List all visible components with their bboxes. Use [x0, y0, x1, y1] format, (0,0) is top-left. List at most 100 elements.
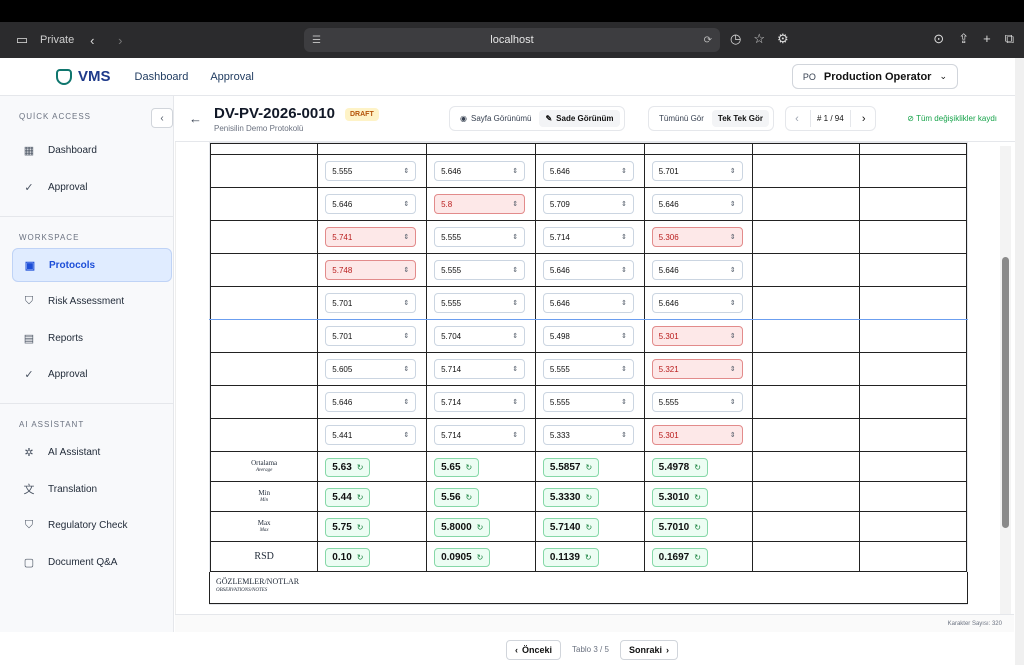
- stepper-icon[interactable]: ⇕: [729, 300, 736, 307]
- stepper-icon[interactable]: ⇕: [403, 201, 410, 208]
- calculated-value[interactable]: 5.5857 ↻: [542, 457, 600, 477]
- stepper-icon[interactable]: ⇕: [512, 300, 519, 307]
- plain-view-button[interactable]: ✎ Sade Görünüm: [539, 110, 620, 127]
- settings-gear-icon[interactable]: ⚙: [777, 31, 789, 46]
- stepper-icon[interactable]: ⇕: [729, 168, 736, 175]
- measurement-input[interactable]: 5.646 ⇕: [651, 260, 743, 280]
- history-icon[interactable]: ↻: [694, 552, 701, 562]
- stepper-icon[interactable]: ⇕: [512, 366, 519, 373]
- previous-table-button[interactable]: ‹ Önceki: [506, 640, 562, 660]
- forward-arrow-icon[interactable]: ›: [118, 32, 123, 48]
- sidebar-item-approval[interactable]: ✓ Approval: [12, 171, 172, 203]
- sidebar-item-regulatory-check[interactable]: ⛉ Regulatory Check: [12, 509, 172, 541]
- stepper-icon[interactable]: ⇕: [620, 168, 627, 175]
- stepper-icon[interactable]: ⇕: [403, 300, 410, 307]
- address-bar[interactable]: ☰ localhost ⟳: [304, 28, 720, 52]
- stepper-icon[interactable]: ⇕: [512, 267, 519, 274]
- stepper-icon[interactable]: ⇕: [403, 366, 410, 373]
- measurement-input[interactable]: 5.704 ⇕: [434, 326, 526, 346]
- measurement-input[interactable]: 5.709 ⇕: [542, 194, 634, 214]
- measurement-input[interactable]: 5.646 ⇕: [542, 161, 634, 181]
- measurement-input-out-of-range[interactable]: 5.748 ⇕: [325, 260, 417, 280]
- page-scroll-thumb[interactable]: [1002, 257, 1009, 528]
- stepper-icon[interactable]: ⇕: [729, 366, 736, 373]
- sidebar-item-dashboard[interactable]: ▦ Dashboard: [12, 134, 172, 166]
- calculated-value[interactable]: 5.63 ↻: [325, 457, 371, 477]
- measurement-input[interactable]: 5.714 ⇕: [434, 392, 526, 412]
- stepper-icon[interactable]: ⇕: [620, 267, 627, 274]
- calculated-value[interactable]: 0.1139 ↻: [542, 547, 599, 567]
- history-icon[interactable]: ↻: [465, 462, 473, 472]
- measurement-input[interactable]: 5.646 ⇕: [542, 260, 634, 280]
- stepper-icon[interactable]: ⇕: [729, 333, 736, 340]
- sidebar-item-ai-assistant[interactable]: ✲ AI Assistant: [12, 436, 172, 468]
- stepper-icon[interactable]: ⇕: [403, 432, 410, 439]
- stepper-icon[interactable]: ⇕: [620, 333, 627, 340]
- history-icon[interactable]: ↻: [356, 462, 364, 472]
- stepper-icon[interactable]: ⇕: [729, 399, 736, 406]
- prev-page-icon[interactable]: ‹: [795, 112, 799, 125]
- back-arrow-icon[interactable]: ‹: [90, 32, 95, 48]
- history-icon[interactable]: ↻: [585, 492, 593, 502]
- history-icon[interactable]: ↻: [356, 552, 364, 562]
- measurement-input[interactable]: 5.701 ⇕: [651, 161, 743, 181]
- back-arrow-icon[interactable]: ←: [189, 111, 202, 126]
- measurement-input[interactable]: 5.646 ⇕: [651, 194, 743, 214]
- stepper-icon[interactable]: ⇕: [403, 267, 410, 274]
- measurement-input-out-of-range[interactable]: 5.8 ⇕: [434, 194, 526, 214]
- measurement-input-out-of-range[interactable]: 5.321 ⇕: [651, 359, 743, 379]
- measurement-input[interactable]: 5.555 ⇕: [325, 161, 417, 181]
- calculated-value[interactable]: 0.1697 ↻: [651, 547, 708, 567]
- history-icon[interactable]: ↻: [694, 522, 701, 532]
- measurement-input[interactable]: 5.646 ⇕: [542, 293, 634, 313]
- share-icon[interactable]: ⇪: [958, 31, 970, 46]
- measurement-input[interactable]: 5.714 ⇕: [434, 425, 526, 445]
- calculated-value[interactable]: 0.10 ↻: [325, 547, 371, 567]
- stepper-icon[interactable]: ⇕: [729, 234, 736, 241]
- sidebar-toggle-icon[interactable]: ▭: [15, 32, 29, 47]
- page-view-button[interactable]: ◉ Sayfa Görünümü: [454, 110, 537, 127]
- measurement-input[interactable]: 5.555 ⇕: [542, 392, 634, 412]
- measurement-input[interactable]: 5.646 ⇕: [325, 194, 417, 214]
- measurement-input[interactable]: 5.441 ⇕: [325, 425, 417, 445]
- stepper-icon[interactable]: ⇕: [620, 300, 627, 307]
- stepper-icon[interactable]: ⇕: [403, 168, 410, 175]
- sidebar-item-reports[interactable]: ▤ Reports: [12, 322, 172, 354]
- stepper-icon[interactable]: ⇕: [620, 234, 627, 241]
- sidebar-item-document-qa[interactable]: ▢ Document Q&A: [12, 546, 172, 578]
- next-table-button[interactable]: Sonraki ›: [620, 640, 679, 660]
- new-tab-icon[interactable]: +: [983, 31, 991, 46]
- measurement-input[interactable]: 5.333 ⇕: [542, 425, 634, 445]
- calculated-value[interactable]: 5.7010 ↻: [651, 517, 708, 537]
- measurement-input[interactable]: 5.714 ⇕: [434, 359, 526, 379]
- stepper-icon[interactable]: ⇕: [620, 432, 627, 439]
- stepper-icon[interactable]: ⇕: [620, 201, 627, 208]
- calculated-value[interactable]: 5.56 ↻: [434, 487, 480, 507]
- sidebar-item-approval-workspace[interactable]: ✓ Approval: [12, 358, 172, 390]
- measurement-input[interactable]: 5.555 ⇕: [542, 359, 634, 379]
- measurement-input[interactable]: 5.605 ⇕: [325, 359, 417, 379]
- calculated-value[interactable]: 0.0905 ↻: [434, 547, 491, 567]
- user-menu[interactable]: PO Production Operator ⌄: [791, 64, 958, 89]
- calculated-value[interactable]: 5.3010 ↻: [651, 487, 708, 507]
- measurement-input[interactable]: 5.555 ⇕: [434, 260, 526, 280]
- stepper-icon[interactable]: ⇕: [620, 399, 627, 406]
- download-icon[interactable]: ⊙: [933, 31, 945, 46]
- measurement-input[interactable]: 5.555 ⇕: [434, 227, 526, 247]
- tabs-overview-icon[interactable]: ⧉: [1004, 31, 1014, 46]
- calculated-value[interactable]: 5.75 ↻: [325, 517, 371, 537]
- history-icon[interactable]: ↻: [465, 492, 473, 502]
- bookmark-star-icon[interactable]: ☆: [753, 31, 765, 46]
- measurement-input[interactable]: 5.555 ⇕: [651, 392, 743, 412]
- nav-dashboard[interactable]: Dashboard: [134, 70, 189, 83]
- calculated-value[interactable]: 5.44 ↻: [325, 487, 371, 507]
- stepper-icon[interactable]: ⇕: [729, 267, 736, 274]
- stepper-icon[interactable]: ⇕: [512, 333, 519, 340]
- collapse-sidebar-button[interactable]: ‹: [151, 108, 173, 128]
- measurement-input[interactable]: 5.701 ⇕: [325, 326, 417, 346]
- measurement-input[interactable]: 5.701 ⇕: [325, 293, 417, 313]
- see-all-button[interactable]: Tümünü Gör: [659, 114, 704, 123]
- sidebar-item-protocols[interactable]: ▣ Protocols: [12, 248, 172, 282]
- measurement-input[interactable]: 5.646 ⇕: [434, 161, 526, 181]
- measurement-input[interactable]: 5.498 ⇕: [542, 326, 634, 346]
